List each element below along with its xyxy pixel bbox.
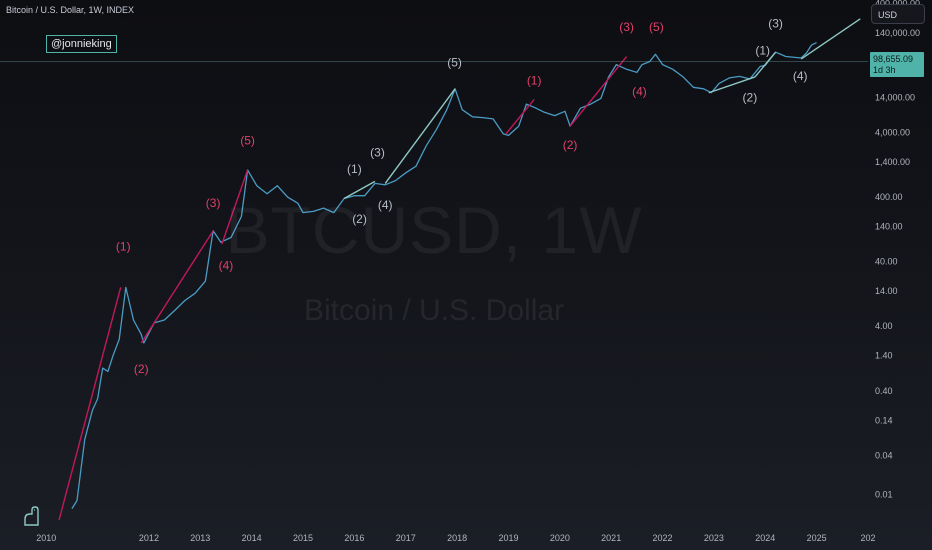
y-tick-label: 0.40: [875, 386, 893, 396]
y-tick-label: 14.00: [875, 286, 898, 296]
wave-line: [569, 56, 628, 127]
wave-label: (2): [743, 91, 758, 105]
x-tick-label: 2022: [653, 533, 673, 543]
wave-label: (2): [352, 212, 367, 226]
wave-line: [505, 98, 535, 135]
x-tick-label: 2025: [807, 533, 827, 543]
x-tick-label: 2019: [498, 533, 518, 543]
y-tick-label: 4,000.00: [875, 127, 910, 137]
y-tick-label: 140,000.00: [875, 28, 920, 38]
x-tick-label: 2023: [704, 533, 724, 543]
x-tick-label: 2012: [139, 533, 159, 543]
x-tick-label: 2013: [190, 533, 210, 543]
wave-label: (2): [134, 362, 149, 376]
x-tick-label: 2016: [344, 533, 364, 543]
x-tick-label: 2017: [396, 533, 416, 543]
wave-line: [754, 51, 777, 78]
wave-label: (4): [793, 69, 808, 83]
wave-line: [708, 76, 756, 94]
symbol-title[interactable]: Bitcoin / U.S. Dollar, 1W, INDEX: [6, 5, 135, 15]
x-tick-label: 202: [860, 533, 875, 543]
x-tick-label: 2018: [447, 533, 467, 543]
wave-label: (1): [527, 74, 542, 88]
wave-label: (3): [619, 20, 634, 34]
y-tick-label: 0.04: [875, 450, 893, 460]
x-tick-label: 2021: [601, 533, 621, 543]
wave-line: [221, 169, 249, 245]
wave-label: (3): [370, 145, 385, 159]
wave-line: [140, 230, 214, 344]
wave-label: (4): [219, 259, 234, 273]
y-tick-label: 400.00: [875, 192, 903, 202]
wave-label: (4): [632, 84, 647, 98]
y-tick-label: 0.01: [875, 489, 893, 499]
wave-label: (3): [768, 16, 783, 30]
wave-line: [58, 287, 122, 521]
currency-button[interactable]: USD: [871, 4, 925, 24]
x-tick-label: 2010: [36, 533, 56, 543]
current-price-line: [0, 61, 868, 62]
current-price-tag: 98,655.09 1d 3h: [870, 52, 924, 77]
wave-line: [343, 180, 376, 200]
wave-line: [800, 18, 861, 60]
x-tick-label: 2024: [755, 533, 775, 543]
wave-label: (5): [649, 20, 664, 34]
wave-label: (1): [116, 239, 131, 253]
y-tick-label: 14,000.00: [875, 92, 915, 102]
wave-label: (1): [755, 43, 770, 57]
wave-line: [384, 88, 456, 184]
x-tick-label: 2015: [293, 533, 313, 543]
current-price-value: 98,655.09: [873, 54, 914, 64]
bar-countdown: 1d 3h: [873, 65, 896, 75]
wave-label: (4): [378, 198, 393, 212]
price-series-line: [71, 42, 817, 509]
y-tick-label: 140.00: [875, 222, 903, 232]
y-tick-label: 0.14: [875, 415, 893, 425]
watermark-name: Bitcoin / U.S. Dollar: [303, 294, 565, 327]
wave-label: (5): [240, 134, 255, 148]
y-tick-label: 1.40: [875, 351, 893, 361]
watermark-ticker: BTCUSD, 1W: [225, 193, 643, 267]
wave-label: (5): [447, 56, 462, 70]
wave-label: (1): [347, 162, 362, 176]
wave-label: (3): [206, 196, 221, 210]
x-tick-label: 2020: [550, 533, 570, 543]
y-tick-label: 4.00: [875, 321, 893, 331]
x-tick-label: 2014: [242, 533, 262, 543]
author-tag: @jonnieking: [46, 35, 117, 53]
y-tick-label: 40.00: [875, 257, 898, 267]
tradingview-logo-icon[interactable]: [22, 505, 42, 527]
wave-label: (2): [563, 138, 578, 152]
y-tick-label: 1,400.00: [875, 157, 910, 167]
